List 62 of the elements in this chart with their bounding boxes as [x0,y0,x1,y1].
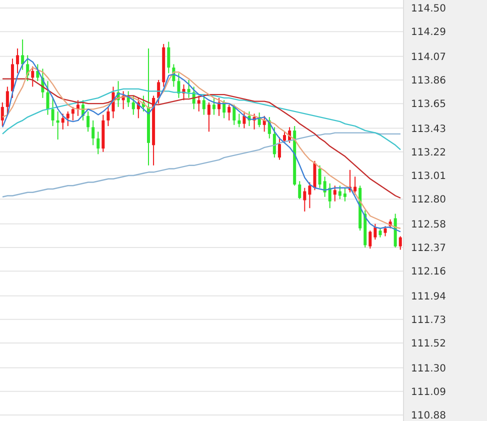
candlestick [31,66,34,88]
candlestick [46,80,50,116]
candlestick [61,113,64,130]
candlestick [374,223,377,240]
candlestick [333,185,336,202]
candlestick [207,102,210,132]
candlestick [228,104,231,121]
candlestick [16,48,20,74]
candlestick [232,104,236,126]
y-tick-label: 111.30 [411,363,446,374]
y-tick-label: 114.07 [411,52,446,63]
candlestick [272,126,276,158]
candlestick [343,187,346,202]
y-tick-label: 113.43 [411,124,446,135]
line-series [2,132,402,198]
candlestick [21,38,24,70]
y-tick-label: 111.94 [411,291,446,302]
candlestick [132,95,135,116]
candlestick [283,131,286,144]
y-tick-label: 111.52 [411,338,446,350]
y-tick-label: 112.37 [411,243,446,254]
candlestick [66,110,70,127]
y-tick-label: 113.86 [411,76,446,87]
candlestick [197,95,200,112]
y-tick-label: 111.09 [411,386,446,398]
y-tick-label: 110.88 [411,410,446,421]
candlestick [167,41,170,74]
candlestick [323,176,326,198]
y-tick-label: 113.65 [411,99,446,110]
candlestick [398,236,402,250]
candlestick [202,95,206,116]
candlestick [71,106,74,121]
candlestick [338,185,342,200]
candlestick [0,102,4,127]
candlestick [368,230,372,250]
y-tick-label: 112.80 [411,194,446,206]
y-tick-label: 114.29 [411,27,446,38]
candlestick [212,97,216,116]
candlestick [187,79,190,98]
y-tick-label: 112.58 [411,219,446,230]
y-tick-label: 113.01 [411,171,446,182]
candlestick [6,86,9,116]
candlestick [242,110,246,129]
candlestick [278,136,281,160]
candlestick [86,110,90,132]
candlestick [354,176,357,196]
y-tick-label: 111.73 [411,314,446,326]
candlestick [303,187,306,212]
candlestick [384,226,387,237]
candlestick [308,182,312,209]
candlestick [96,131,100,155]
y-tick-label: 113.22 [411,147,446,158]
candlestick [51,97,54,127]
y-tick-label: 114.50 [411,4,446,15]
candlestick [106,106,110,127]
candlestick [318,164,322,188]
candlestick [328,182,332,209]
y-tick-label: 112.16 [411,266,446,278]
candlestick [298,180,302,200]
line-series [2,78,402,199]
candlestick [238,113,241,128]
candlestick [92,120,95,146]
